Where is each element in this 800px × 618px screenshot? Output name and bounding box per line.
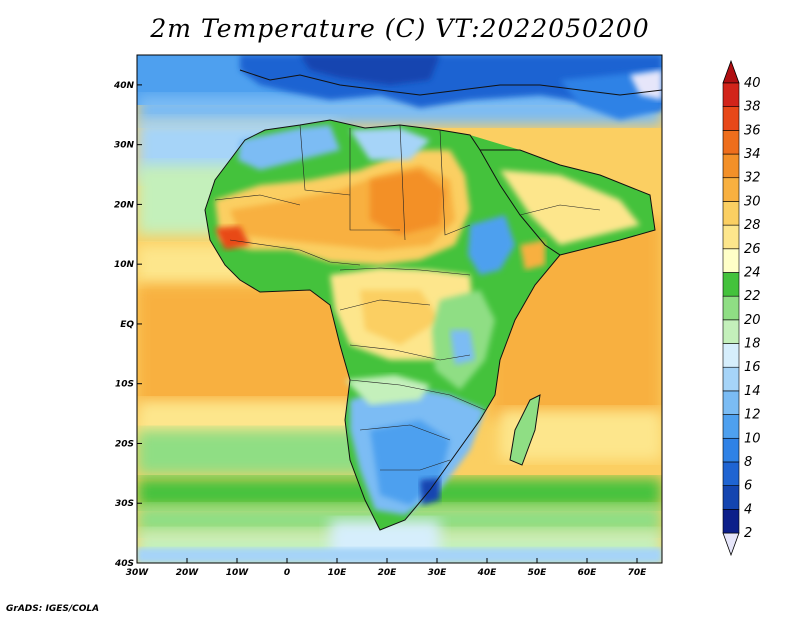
y-tick-label: 30N: [114, 141, 135, 151]
colorbar-label: 6: [744, 479, 752, 494]
y-tick-label: 40S: [114, 559, 134, 569]
colorbar-label: 12: [744, 408, 761, 423]
x-tick-label: 30W: [126, 568, 150, 578]
colorbar-label: 26: [744, 242, 761, 257]
colorbar-box: [722, 437, 740, 463]
colorbar-box: [722, 224, 740, 250]
colorbar-label: 34: [744, 147, 761, 162]
colorbar-label: 10: [744, 431, 761, 446]
colorbar-box: [722, 130, 740, 155]
colorbar-box: [722, 177, 740, 202]
colorbar-box: [722, 390, 740, 415]
colorbar-label: 38: [744, 100, 761, 115]
y-tick-label: 10S: [115, 380, 134, 390]
plot-frame: [136, 54, 663, 564]
y-tick-label: EQ: [120, 320, 134, 330]
colorbar-max-triangle: [722, 59, 740, 84]
colorbar-label: 18: [744, 337, 761, 352]
colorbar-box: [722, 319, 740, 344]
colorbar-box: [722, 106, 740, 131]
colorbar-label: 22: [744, 289, 761, 304]
colorbar-box: [722, 272, 740, 297]
x-tick-label: 60E: [578, 568, 598, 578]
colorbar-box: [722, 201, 740, 226]
colorbar-label: 20: [744, 313, 761, 328]
x-tick-label: 20W: [176, 568, 200, 578]
x-tick-label: 10W: [226, 568, 250, 578]
temperature-field: [137, 55, 662, 563]
colorbar-box: [722, 153, 740, 179]
y-tick-label: 30S: [115, 499, 134, 509]
x-tick-label: 10E: [328, 568, 348, 578]
x-tick-label: 40E: [477, 568, 498, 578]
colorbar-box: [722, 414, 740, 439]
x-tick-label: 50E: [528, 568, 548, 578]
colorbar-box: [722, 295, 740, 321]
colorbar-label: 36: [744, 123, 761, 138]
colorbar-box: [722, 343, 740, 368]
y-tick-label: 20S: [115, 439, 134, 449]
colorbar-label: 40: [744, 76, 761, 91]
colorbar-label: 16: [744, 360, 761, 375]
colorbar-label: 4: [744, 502, 752, 517]
colorbar-label: 28: [744, 218, 761, 233]
country-borders: [214, 124, 601, 471]
y-tick-label: 40N: [113, 81, 135, 91]
x-axis: 30W 20W 10W 0 10E 20E 30E 40E 50E 60E 70E: [126, 558, 647, 578]
colorbar-label: 24: [744, 265, 761, 280]
colorbar-label: 8: [744, 455, 752, 470]
colorbar-box: [722, 485, 740, 510]
credit-text: GrADS: IGES/COLA: [6, 604, 100, 614]
colorbar-label: 32: [744, 171, 761, 186]
y-axis: 40S 30S 20S 10S EQ 10N 20N 30N 40N: [113, 81, 142, 569]
colorbar-min-triangle: [722, 532, 740, 557]
colorbar-label: 2: [744, 526, 752, 541]
map-title: 2m Temperature (C) VT:2022050200: [150, 14, 650, 43]
x-tick-label: 30E: [428, 568, 448, 578]
x-tick-label: 20E: [378, 568, 398, 578]
colorbar-label: 30: [744, 194, 761, 209]
colorbar-box: [722, 461, 740, 486]
y-tick-label: 20N: [114, 200, 135, 210]
x-tick-label: 70E: [628, 568, 648, 578]
colorbar-box: [722, 248, 740, 273]
colorbar-box: [722, 366, 740, 392]
colorbar-label: 14: [744, 384, 761, 399]
x-tick-label: 0: [284, 568, 290, 578]
colorbar-box: [722, 82, 740, 107]
colorbar-box: [722, 509, 740, 534]
y-tick-label: 10N: [114, 260, 135, 270]
